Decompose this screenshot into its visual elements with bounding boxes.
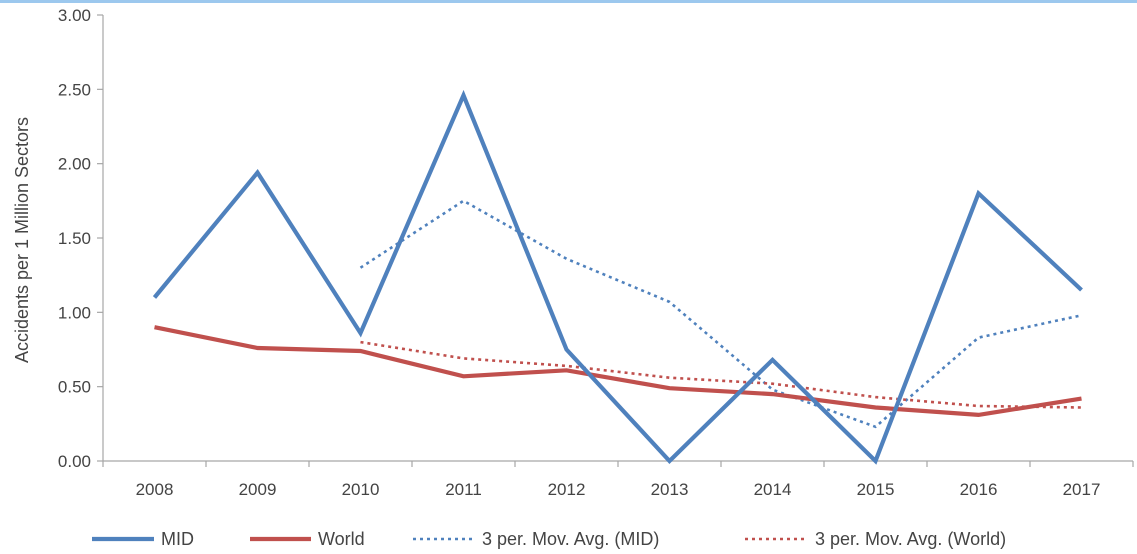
- x-tick-label: 2013: [651, 480, 689, 499]
- y-tick-label: 1.00: [58, 303, 91, 322]
- series-line-world: [154, 325, 1082, 418]
- y-tick-label: 2.50: [58, 80, 91, 99]
- series-line-3-per-mov-avg-world: [360, 340, 1082, 409]
- legend-label: World: [318, 529, 365, 549]
- x-tick-label: 2017: [1063, 480, 1101, 499]
- legend-label: 3 per. Mov. Avg. (World): [815, 529, 1006, 549]
- x-tick-label: 2012: [548, 480, 586, 499]
- x-tick-label: 2008: [136, 480, 174, 499]
- legend-label: 3 per. Mov. Avg. (MID): [482, 529, 659, 549]
- series-line-mid: [152, 89, 1083, 465]
- legend-label: MID: [161, 529, 194, 549]
- y-tick-label: 0.50: [58, 378, 91, 397]
- series-layer: [152, 89, 1083, 465]
- x-tick-label: 2010: [342, 480, 380, 499]
- x-tick-label: 2011: [445, 480, 482, 499]
- x-tick-label: 2016: [960, 480, 998, 499]
- x-tick-label: 2014: [754, 480, 792, 499]
- y-axis-title: Accidents per 1 Million Sectors: [12, 117, 32, 363]
- y-tick-label: 1.50: [58, 229, 91, 248]
- legend: MID World 3 per. Mov. Avg. (MID) 3 per. Mov…: [92, 529, 1006, 549]
- y-tick-label: 3.00: [58, 6, 91, 25]
- x-tick-label: 2009: [239, 480, 277, 499]
- series-line-3-per-mov-avg-mid: [359, 199, 1082, 429]
- top-frame-line: [0, 0, 1137, 3]
- y-axis-ticks: 0.00 0.50 1.00 1.50 2.00 2.50 3.00: [58, 6, 103, 471]
- y-tick-label: 2.00: [58, 155, 91, 174]
- x-tick-label: 2015: [857, 480, 895, 499]
- x-axis-ticks: 2008 2009 2010 2011 2012 2013 2014 2015 2016 2017: [102, 461, 1134, 499]
- y-tick-label: 0.00: [58, 452, 91, 471]
